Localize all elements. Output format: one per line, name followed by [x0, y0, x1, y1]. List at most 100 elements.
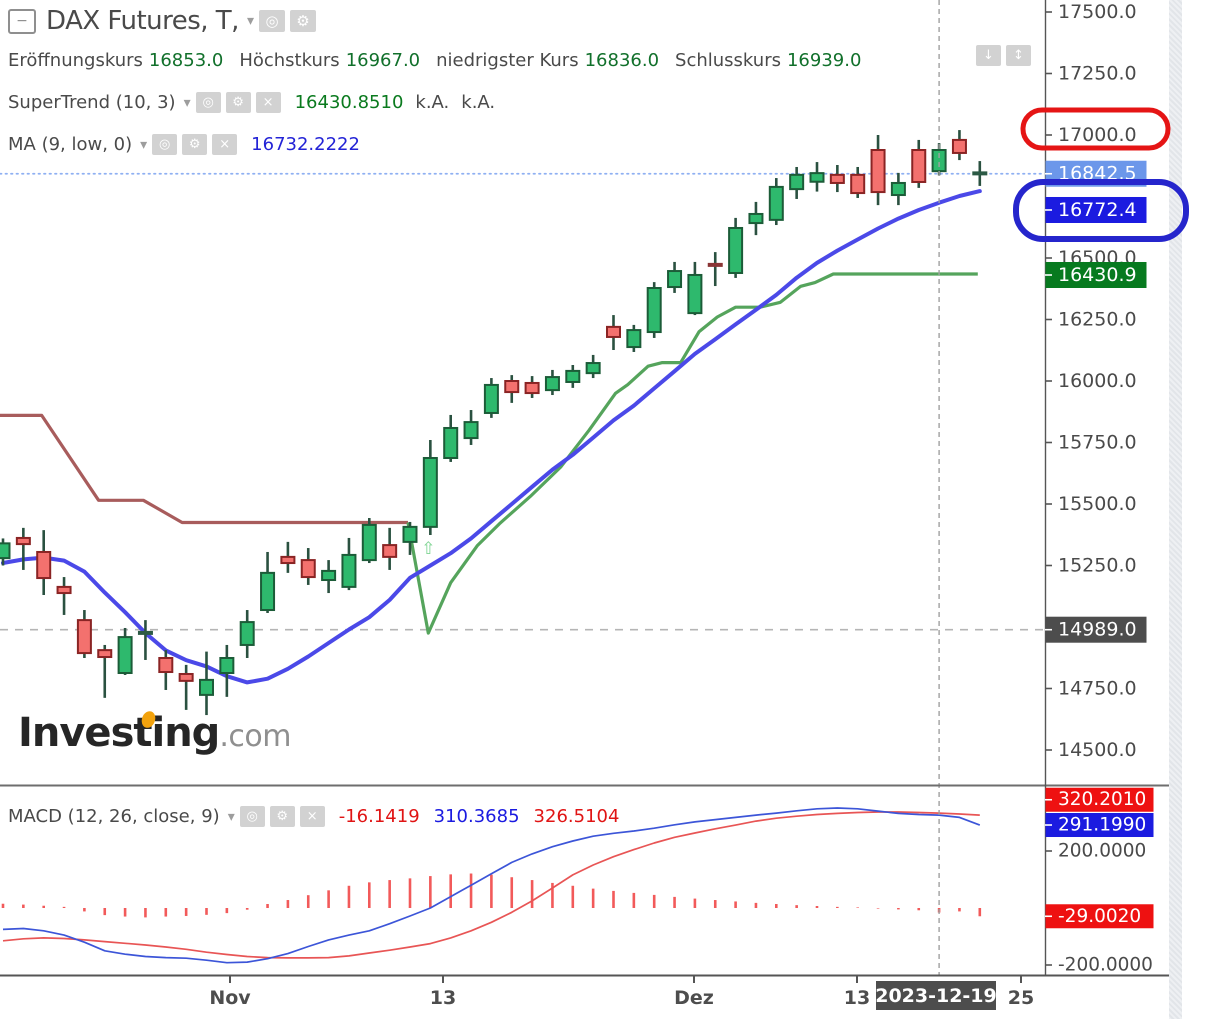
- axis-label: 16772.4: [1058, 199, 1137, 221]
- price-tick-label: 15750.0: [1058, 432, 1137, 454]
- red-circle-annotation[interactable]: [1020, 107, 1171, 151]
- open-value: 16853.0: [148, 50, 224, 71]
- supertrend-label[interactable]: SuperTrend (10, 3): [8, 92, 176, 113]
- axis-label: 320.2010: [1058, 789, 1146, 810]
- pane-buttons: ↓ ↕: [971, 45, 1031, 66]
- price-pane[interactable]: ⇧: [0, 172, 1046, 685]
- time-tick-label: 25: [1008, 987, 1034, 1009]
- axis-label: 16430.9: [1058, 264, 1137, 286]
- candle-body: [382, 544, 398, 558]
- candle-body: [789, 173, 805, 191]
- open-label: Eröffnungskurs: [8, 50, 143, 71]
- candle-body: [341, 553, 357, 588]
- macd-hist-value: -16.1419: [338, 806, 420, 827]
- candle-body: [260, 571, 276, 612]
- settings-gear-icon[interactable]: ⚙: [289, 10, 316, 32]
- candle-body: [748, 212, 764, 225]
- collapse-pane-icon[interactable]: −: [8, 8, 36, 34]
- symbol-title[interactable]: DAX Futures, T,: [46, 6, 239, 36]
- macd-line-value: 310.3685: [433, 806, 520, 827]
- supertrend-flip-arrow-icon: ⇧: [421, 539, 435, 559]
- chevron-down-icon[interactable]: ▾: [246, 13, 254, 29]
- low-value: 16836.0: [584, 50, 660, 71]
- time-tick-label: 13: [430, 987, 456, 1009]
- ma-indicator-row: MA (9, low, 0) ▾ ◎ ⚙ × 16732.2222: [8, 134, 360, 155]
- price-tag: 16772.4: [1045, 196, 1147, 223]
- logo-brand-text: Investing: [18, 710, 220, 756]
- supertrend-value-3: k.A.: [461, 92, 496, 113]
- candle-body: [239, 621, 255, 646]
- chevron-down-icon[interactable]: ▾: [227, 808, 235, 825]
- ma-label[interactable]: MA (9, low, 0): [8, 134, 133, 155]
- visibility-icon[interactable]: ◎: [239, 806, 265, 827]
- macd-tag: -29.0020: [1045, 904, 1154, 929]
- supertrend-value: 16430.8510: [294, 92, 404, 113]
- candle-doji-body: [972, 171, 988, 176]
- candle-body: [219, 656, 235, 675]
- candle-body: [667, 270, 683, 289]
- chevron-down-icon[interactable]: ▾: [183, 94, 191, 111]
- candle-body: [76, 619, 92, 655]
- candle-body: [565, 369, 581, 383]
- candle-body: [321, 569, 337, 582]
- chevron-down-icon[interactable]: ▾: [140, 136, 148, 153]
- time-tick-label: Nov: [209, 987, 251, 1009]
- candle-body: [117, 636, 133, 675]
- supertrend-up-line[interactable]: [406, 272, 978, 635]
- candle-body: [728, 226, 744, 275]
- candle-body: [870, 149, 886, 194]
- arrow-down-icon[interactable]: ↓: [976, 45, 1001, 66]
- axis-label: 14989.0: [1058, 619, 1137, 641]
- blue-circle-annotation[interactable]: [1013, 179, 1189, 242]
- settings-gear-icon[interactable]: ⚙: [225, 92, 251, 113]
- macd-axis[interactable]: 200.0000 -200.0000 320.2010 291.1990 -29.002…: [1045, 787, 1154, 976]
- close-icon[interactable]: ×: [212, 134, 238, 155]
- ma-line[interactable]: [1, 189, 982, 685]
- candles[interactable]: [0, 130, 988, 716]
- time-tick-label: Dez: [674, 987, 714, 1009]
- candle-body: [850, 173, 866, 195]
- price-tag: 16430.9: [1045, 261, 1147, 288]
- macd-pane[interactable]: [1, 807, 982, 964]
- candle-body: [422, 456, 438, 528]
- close-icon[interactable]: ×: [299, 806, 325, 827]
- time-axis[interactable]: Nov 13 Dez 13 25 2023-12-19: [209, 976, 1034, 1010]
- candle-body: [300, 559, 316, 579]
- visibility-icon[interactable]: ◎: [258, 10, 285, 32]
- supertrend-down-line[interactable]: [0, 413, 408, 525]
- settings-gear-icon[interactable]: ⚙: [269, 806, 295, 827]
- close-value: 16939.0: [786, 50, 862, 71]
- low-label: niedrigster Kurs: [436, 50, 579, 71]
- price-tick-label: 14500.0: [1058, 739, 1137, 761]
- right-scrollbar[interactable]: [1169, 0, 1182, 1019]
- candle-body: [483, 383, 499, 414]
- price-tag: 14989.0: [1045, 616, 1147, 643]
- close-icon[interactable]: ×: [255, 92, 281, 113]
- macd-tick-label: 200.0000: [1058, 841, 1146, 862]
- drawing-annotations[interactable]: [1013, 107, 1189, 242]
- candle-body: [829, 173, 845, 184]
- candle-body: [687, 273, 703, 315]
- arrow-updown-icon[interactable]: ↕: [1006, 45, 1031, 66]
- visibility-icon[interactable]: ◎: [152, 134, 178, 155]
- visibility-icon[interactable]: ◎: [195, 92, 221, 113]
- candle-body: [361, 523, 377, 562]
- high-value: 16967.0: [345, 50, 421, 71]
- candle-body: [443, 426, 459, 459]
- axis-label: 291.1990: [1058, 815, 1146, 836]
- price-tick-label: 15250.0: [1058, 555, 1137, 577]
- settings-gear-icon[interactable]: ⚙: [182, 134, 208, 155]
- candle-body: [585, 362, 601, 375]
- candle-body: [524, 381, 540, 395]
- logo-tld-text: .com: [219, 719, 291, 754]
- candle-body: [809, 172, 825, 183]
- candle-body: [178, 672, 194, 682]
- price-tick-label: 17500.0: [1058, 1, 1137, 23]
- high-label: Höchstkurs: [239, 50, 340, 71]
- candle-body: [15, 536, 31, 546]
- candle-body: [36, 550, 52, 580]
- macd-label[interactable]: MACD (12, 26, close, 9): [8, 806, 220, 827]
- price-axis[interactable]: 17500.017250.017000.016500.016250.016000…: [1045, 1, 1147, 761]
- time-tick-label: 13: [844, 987, 870, 1009]
